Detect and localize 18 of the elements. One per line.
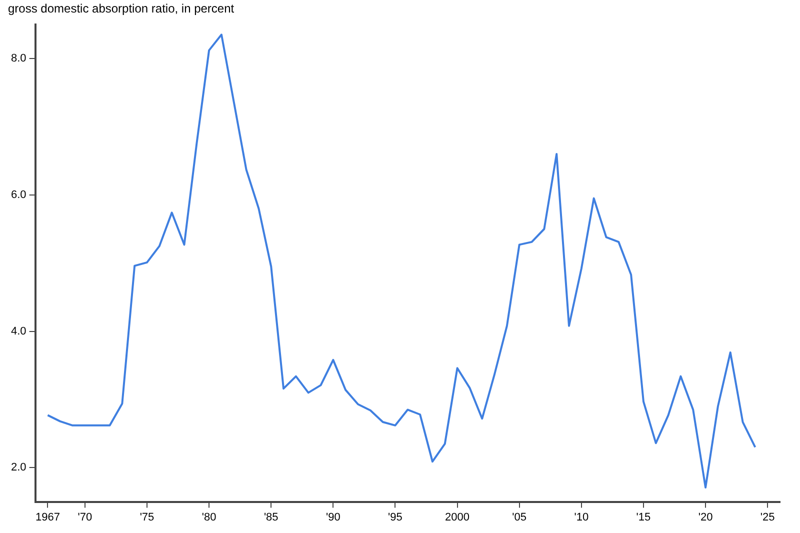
x-tick-label: 2000 bbox=[445, 511, 470, 524]
x-tick-label: 1967 bbox=[35, 511, 60, 524]
x-tick-label: '75 bbox=[140, 511, 154, 524]
x-tick-label: '95 bbox=[388, 511, 402, 524]
x-tick-label: '85 bbox=[264, 511, 278, 524]
x-tick-label: '80 bbox=[202, 511, 216, 524]
x-tick-label: '10 bbox=[574, 511, 589, 524]
x-tick-label: '90 bbox=[326, 511, 340, 524]
y-tick-label: 4.0 bbox=[10, 325, 26, 338]
y-axis-title: gross domestic absorption ratio, in percent bbox=[8, 2, 235, 16]
y-tick-label: 6.0 bbox=[10, 188, 26, 201]
x-tick-label: '05 bbox=[512, 511, 527, 524]
x-tick-label: '15 bbox=[636, 511, 651, 524]
x-tick-label: '20 bbox=[698, 511, 713, 524]
y-tick-label: 8.0 bbox=[10, 52, 26, 65]
x-tick-label: '25 bbox=[760, 511, 775, 524]
x-tick-label: '70 bbox=[78, 511, 92, 524]
y-tick-label: 2.0 bbox=[10, 462, 26, 474]
